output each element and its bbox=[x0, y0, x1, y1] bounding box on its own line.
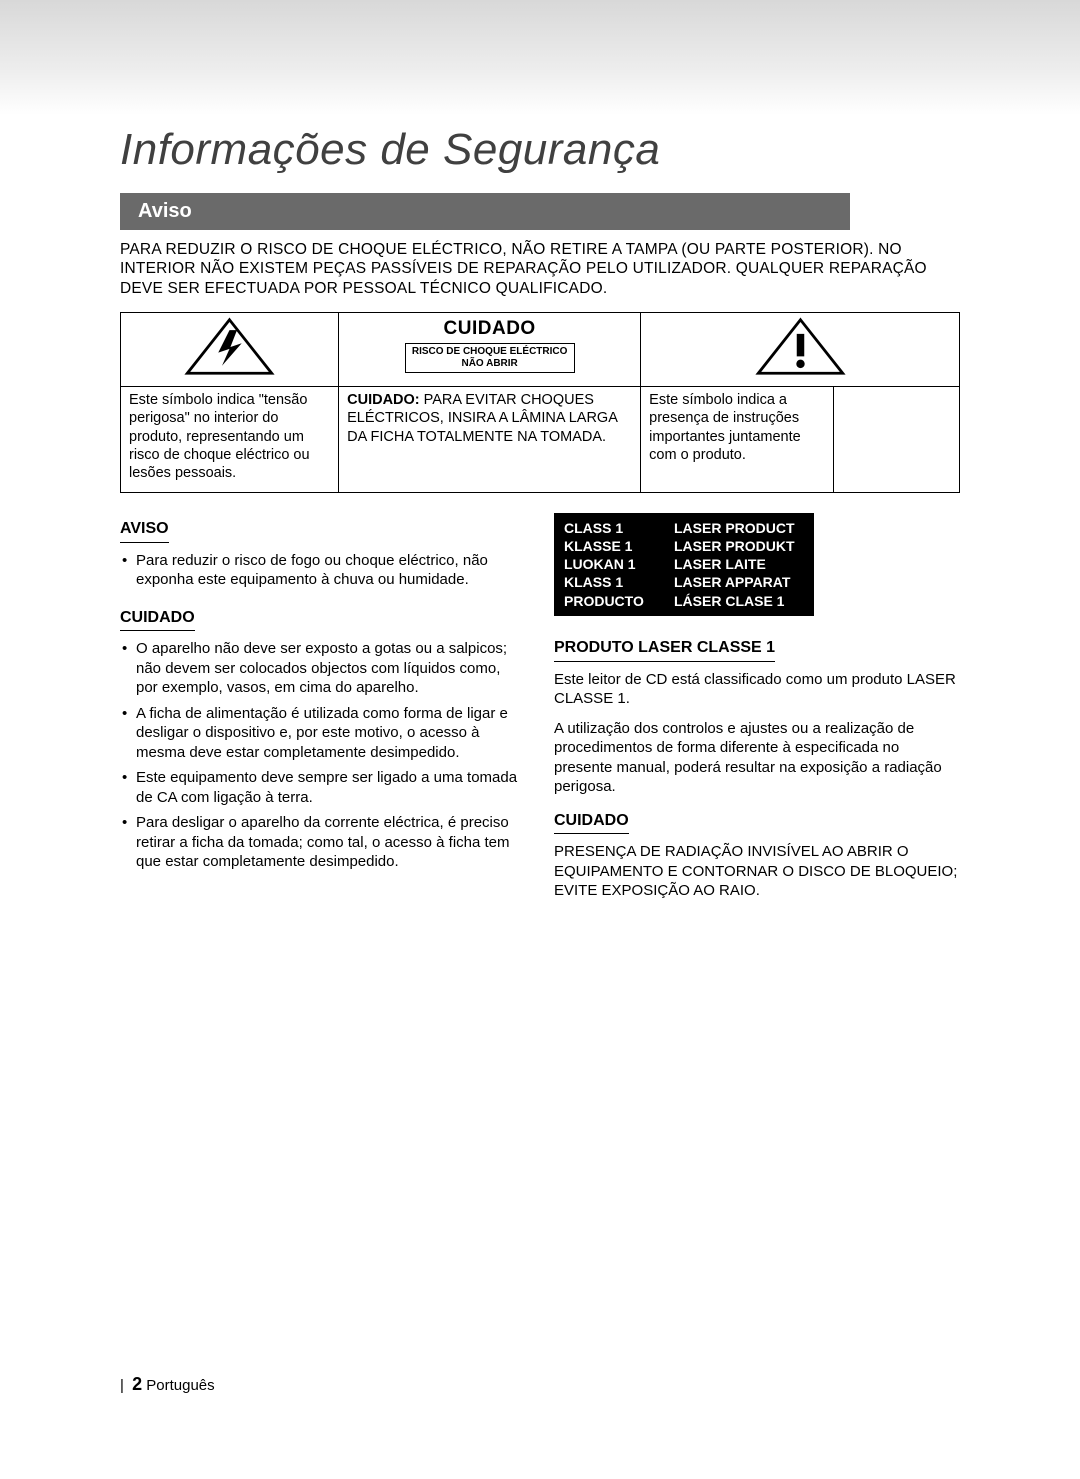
two-columns: AVISO Para reduzir o risco de fogo ou ch… bbox=[120, 515, 960, 911]
page-title: Informações de Segurança bbox=[120, 125, 960, 175]
list-item: A ficha de alimentação é utilizada como … bbox=[120, 704, 526, 763]
caution-mid-text: CUIDADO: PARA EVITAR CHOQUES ELÉCTRICOS,… bbox=[339, 387, 641, 493]
exclamation-icon bbox=[753, 317, 848, 377]
produto-laser-subhead: PRODUTO LASER CLASSE 1 bbox=[554, 638, 775, 662]
page-footer: | 2 Português bbox=[120, 1374, 215, 1395]
right-column: CLASS 1LASER PRODUCT KLASSE 1LASER PRODU… bbox=[554, 515, 960, 911]
laser-row: CLASS 1LASER PRODUCT bbox=[564, 519, 804, 537]
footer-bar: | bbox=[120, 1377, 124, 1394]
left-column: AVISO Para reduzir o risco de fogo ou ch… bbox=[120, 515, 526, 911]
laser-row: KLASS 1LASER APPARAT bbox=[564, 573, 804, 591]
aviso-list: Para reduzir o risco de fogo ou choque e… bbox=[120, 551, 526, 590]
footer-lang: Português bbox=[146, 1377, 214, 1394]
lightning-icon bbox=[182, 317, 277, 377]
caution-mid-bold: CUIDADO: bbox=[347, 392, 420, 408]
caution-table: CUIDADO RISCO DE CHOQUE ELÉCTRICO NÃO AB… bbox=[120, 312, 960, 493]
cuidado-head-cell: CUIDADO RISCO DE CHOQUE ELÉCTRICO NÃO AB… bbox=[339, 313, 641, 387]
laser-row: LUOKAN 1LASER LAITE bbox=[564, 555, 804, 573]
list-item: Este equipamento deve sempre ser ligado … bbox=[120, 768, 526, 807]
cuidado-list: O aparelho não deve ser exposto a gotas … bbox=[120, 639, 526, 872]
risco-line1: RISCO DE CHOQUE ELÉCTRICO bbox=[410, 346, 570, 358]
page-number: 2 bbox=[132, 1374, 142, 1394]
aviso-subhead: AVISO bbox=[120, 519, 169, 543]
cuidado-subhead-left: CUIDADO bbox=[120, 608, 195, 632]
aviso-item: Para reduzir o risco de fogo ou choque e… bbox=[120, 551, 526, 590]
produto-p2: A utilização dos controlos e ajustes ou … bbox=[554, 719, 960, 797]
laser-class-box: CLASS 1LASER PRODUCT KLASSE 1LASER PRODU… bbox=[554, 513, 814, 616]
cuidado-subhead-right: CUIDADO bbox=[554, 811, 629, 835]
caution-right-text: Este símbolo indica a presença de instru… bbox=[641, 387, 834, 493]
section-bar-aviso: Aviso bbox=[120, 193, 850, 230]
risco-line2: NÃO ABRIR bbox=[410, 358, 570, 370]
intro-paragraph: PARA REDUZIR O RISCO DE CHOQUE ELÉCTRICO… bbox=[120, 240, 960, 298]
cuidado-head: CUIDADO bbox=[339, 315, 640, 343]
caution-left-text: Este símbolo indica "tensão perigosa" no… bbox=[121, 387, 339, 493]
produto-p1: Este leitor de CD está classificado como… bbox=[554, 670, 960, 709]
risco-box: RISCO DE CHOQUE ELÉCTRICO NÃO ABRIR bbox=[405, 343, 575, 373]
list-item: Para desligar o aparelho da corrente elé… bbox=[120, 813, 526, 872]
lightning-icon-cell bbox=[121, 313, 339, 387]
laser-row: PRODUCTOLÁSER CLASE 1 bbox=[564, 592, 804, 610]
laser-row: KLASSE 1LASER PRODUKT bbox=[564, 537, 804, 555]
cuidado-right-p: PRESENÇA DE RADIAÇÃO INVISÍVEL AO ABRIR … bbox=[554, 842, 960, 901]
caution-empty-cell bbox=[834, 387, 960, 493]
exclamation-icon-cell bbox=[641, 313, 960, 387]
page-content: Informações de Segurança Aviso PARA REDU… bbox=[0, 125, 1080, 911]
list-item: O aparelho não deve ser exposto a gotas … bbox=[120, 639, 526, 698]
top-gradient bbox=[0, 0, 1080, 115]
